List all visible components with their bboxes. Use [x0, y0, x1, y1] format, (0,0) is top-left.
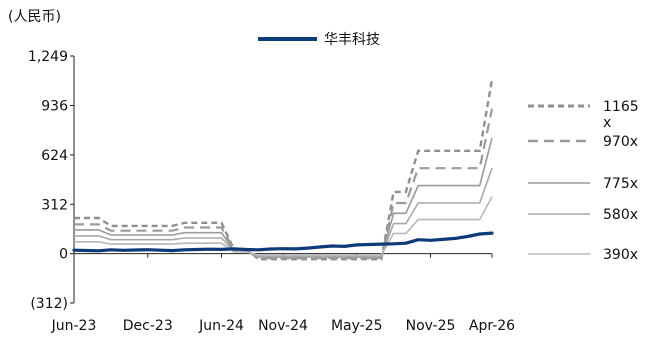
- x-tick-label: Apr-26: [469, 318, 515, 334]
- x-tick-label: Jun-24: [198, 318, 244, 334]
- y-tick-label: 0: [59, 247, 68, 263]
- unit-label: (人民币): [8, 9, 61, 25]
- x-tick-label: Nov-24: [258, 318, 308, 334]
- band-line-1: [74, 79, 494, 261]
- y-tick-label: 312: [41, 197, 68, 213]
- x-tick-label: May-25: [331, 318, 383, 334]
- legend-right: 1165 x 970x 775x 580x 390x: [528, 99, 639, 263]
- price-line: [72, 231, 494, 253]
- legend-top: 华丰科技: [258, 32, 380, 48]
- legend-band-label-5: 390x: [603, 247, 638, 263]
- band-layer: [74, 79, 494, 261]
- x-tick-label: Dec-23: [123, 318, 173, 334]
- y-tick-label: (312): [30, 296, 68, 312]
- band-line-4: [74, 167, 493, 258]
- band-line-3: [74, 137, 493, 258]
- axes-layer: 1,249 936 624 312 0 (312) Jun-23 Dec-23 Jun-24 No…: [28, 49, 515, 334]
- band-line-2: [74, 108, 494, 260]
- legend-price-label: 华丰科技: [324, 32, 380, 48]
- price-layer: [72, 231, 494, 253]
- legend-band-label-4: 580x: [603, 207, 638, 223]
- y-tick-label: 936: [41, 99, 68, 115]
- x-tick-label: Nov-25: [406, 318, 456, 334]
- y-tick-label: 1,249: [28, 49, 68, 65]
- legend-band-label-3: 775x: [603, 176, 638, 192]
- y-tick-label: 624: [41, 148, 68, 164]
- legend-band-label-1: 1165 x: [603, 99, 639, 131]
- legend-band-label-2: 970x: [603, 134, 638, 150]
- band-line-5: [74, 196, 493, 256]
- x-tick-label: Jun-23: [51, 318, 97, 334]
